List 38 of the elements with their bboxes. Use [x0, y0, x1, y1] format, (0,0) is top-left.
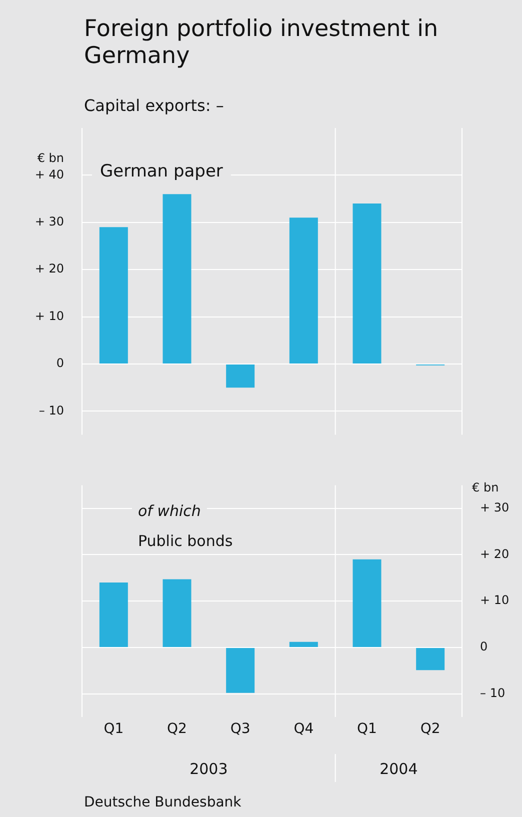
bar [162, 194, 192, 364]
y-tick-label: + 10 [34, 308, 64, 323]
text: 2003 [190, 760, 228, 778]
bar [352, 204, 382, 364]
x-tick-label: Q4 [294, 721, 314, 738]
annotation: German paper [100, 161, 223, 182]
bar [99, 582, 128, 647]
chart-title: Foreign portfolio investment in Germany [84, 16, 440, 70]
bar [99, 227, 128, 364]
y-axis-title: € bn [37, 151, 64, 166]
annotation: of which [138, 502, 201, 520]
text: Deutsche Bundesbank [84, 794, 242, 811]
bar [226, 364, 255, 388]
y-tick-label: 0 [56, 356, 64, 370]
bar [289, 642, 318, 647]
y-tick-label: + 30 [480, 500, 510, 515]
x-tick-label: Q2 [420, 721, 440, 738]
y-axis-title: € bn [472, 480, 499, 494]
y-tick-label: + 20 [480, 546, 510, 561]
bar [416, 648, 445, 670]
x-tick-label: Q2 [167, 721, 187, 738]
text: 2004 [380, 760, 418, 778]
y-tick-label: – 10 [38, 403, 64, 418]
chart-subtitle: Capital exports: – [84, 96, 224, 115]
bar [352, 559, 382, 647]
y-tick-label: + 20 [34, 262, 64, 276]
y-tick-label: 0 [480, 640, 488, 654]
bar [162, 579, 192, 647]
bar [226, 648, 255, 693]
y-tick-label: + 40 [34, 167, 64, 182]
x-tick-label: Q1 [104, 721, 124, 738]
y-tick-label: – 10 [480, 686, 506, 700]
bar [289, 218, 318, 364]
y-tick-label: + 10 [480, 593, 510, 608]
x-tick-label: Q3 [230, 721, 250, 738]
y-tick-label: + 30 [34, 214, 64, 229]
annotation: Public bonds [138, 532, 233, 550]
x-tick-label: Q1 [357, 721, 377, 738]
